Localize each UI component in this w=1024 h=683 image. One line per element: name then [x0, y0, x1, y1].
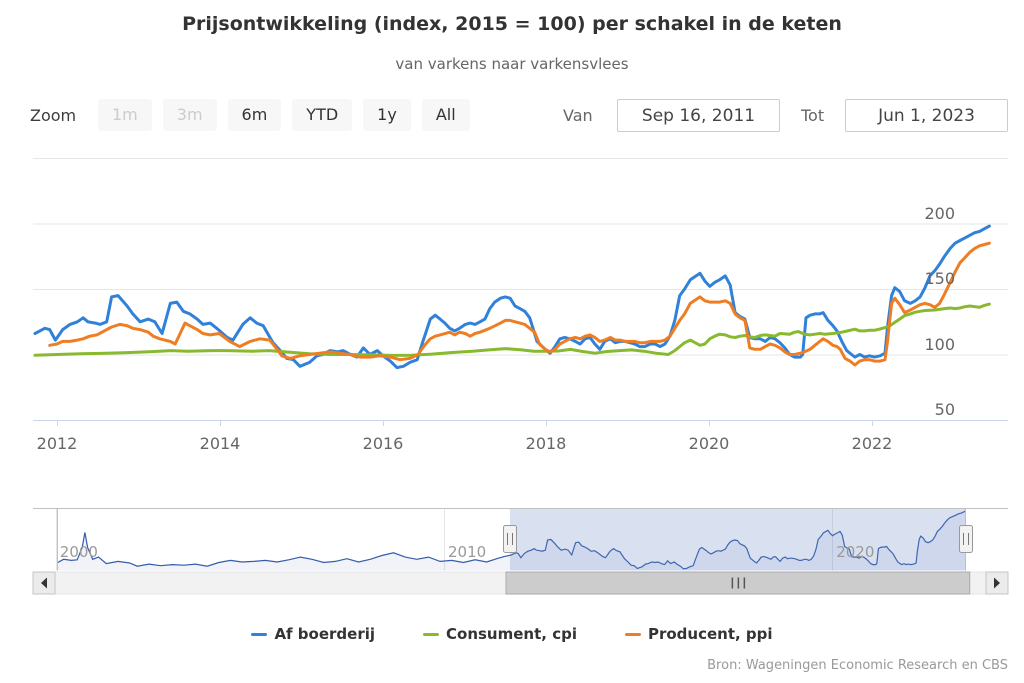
legend-item-af_boerderij[interactable]: Af boerderij: [251, 625, 375, 643]
x-axis-label: 2016: [362, 434, 404, 453]
scrollbar-right-arrow-icon: [994, 577, 1000, 589]
navigator-handle-left[interactable]: [503, 525, 517, 553]
zoom-button-3m[interactable]: 3m: [162, 99, 217, 131]
y-axis-label: 150: [924, 269, 955, 288]
y-axis-label: 50: [934, 400, 955, 419]
x-axis-label: 2012: [36, 434, 78, 453]
legend-label: Af boerderij: [274, 625, 376, 643]
navigator-handle-right[interactable]: [959, 525, 973, 553]
van-date-input[interactable]: [617, 99, 780, 132]
legend-label: Consument, cpi: [446, 625, 577, 643]
series-producent_ppi-line: [48, 241, 991, 367]
x-axis-label: 2020: [688, 434, 730, 453]
legend-swatch-consument_cpi: [423, 632, 440, 636]
x-axis-label: 2022: [851, 434, 893, 453]
navigator-series-line: [57, 510, 966, 570]
navigator-mask[interactable]: [509, 509, 966, 571]
tot-label: Tot: [801, 106, 825, 125]
navigator-series-area: [57, 511, 966, 571]
zoom-label: Zoom: [30, 106, 77, 125]
navigator-axis-label: 2000: [59, 543, 98, 561]
page-title: Prijsontwikkeling (index, 2015 = 100) pe…: [182, 13, 842, 35]
scrollbar-left-arrow-icon: [41, 577, 47, 589]
page-subtitle: van varkens naar varkensvlees: [395, 55, 629, 73]
legend-item-consument_cpi[interactable]: Consument, cpi: [423, 625, 577, 643]
zoom-button-all[interactable]: All: [421, 99, 470, 131]
van-label: Van: [563, 106, 593, 125]
series-af_boerderij-line: [33, 224, 991, 370]
legend-swatch-af_boerderij: [251, 632, 268, 636]
tot-date-input[interactable]: [845, 99, 1008, 132]
navigator-axis-label: 2010: [448, 543, 487, 561]
series-consument_cpi-line: [33, 302, 991, 357]
zoom-button-1y[interactable]: 1y: [363, 99, 411, 131]
zoom-button-6m[interactable]: 6m: [227, 99, 282, 131]
zoom-button-group: 1m 3m 6m YTD 1y All: [98, 99, 470, 131]
legend-label: Producent, ppi: [647, 625, 773, 643]
x-axis-label: 2014: [199, 434, 241, 453]
legend: Af boerderij Consument, cpi Producent, ppi: [0, 625, 1024, 643]
legend-swatch-producent_ppi: [624, 632, 641, 636]
zoom-button-1m[interactable]: 1m: [98, 99, 152, 131]
y-axis-label: 100: [924, 334, 955, 354]
navigator-axis-label: 2020: [836, 543, 875, 561]
zoom-button-ytd[interactable]: YTD: [292, 99, 353, 131]
source-note: Bron: Wageningen Economic Research en CB…: [707, 658, 1008, 673]
legend-item-producent_ppi[interactable]: Producent, ppi: [624, 625, 773, 643]
x-axis-label: 2018: [525, 434, 567, 453]
y-axis-label: 200: [924, 203, 955, 223]
